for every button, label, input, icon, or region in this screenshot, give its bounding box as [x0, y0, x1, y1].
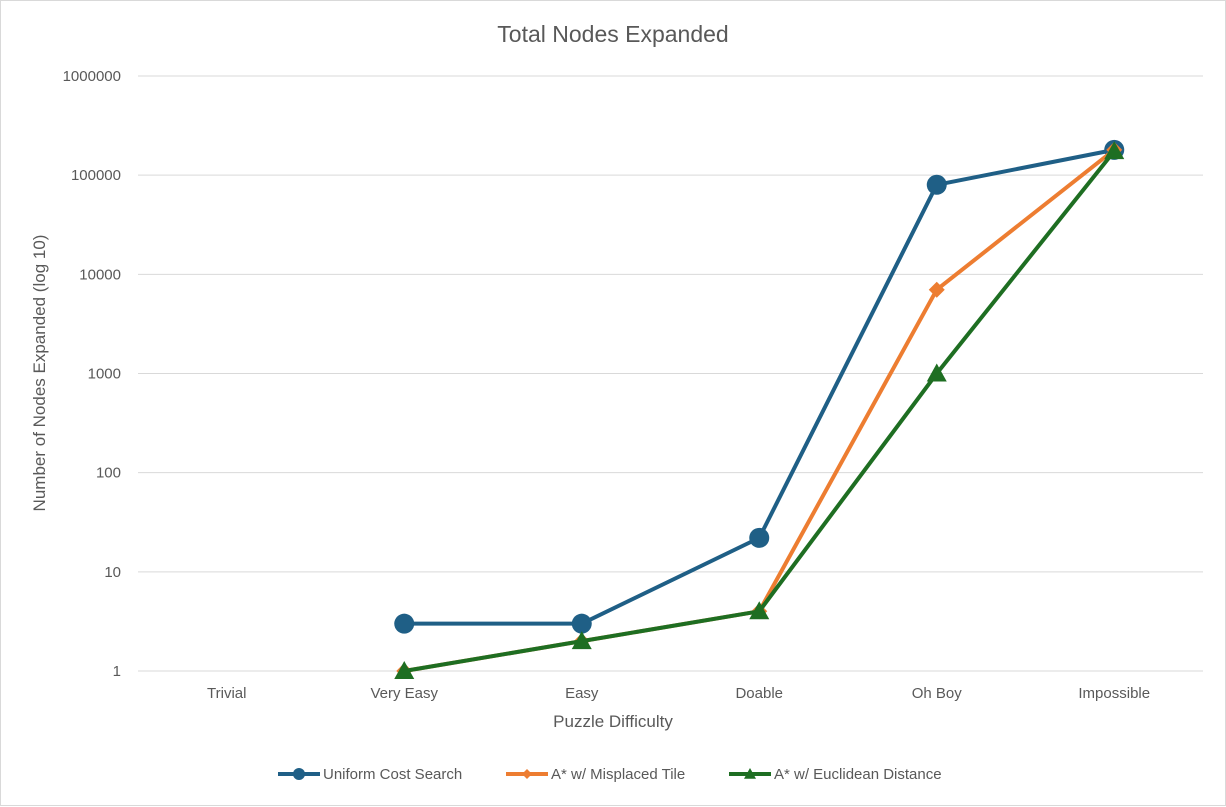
y-tick-label: 10: [104, 564, 121, 581]
legend-marker: [522, 769, 532, 779]
legend-label: A* w/ Euclidean Distance: [774, 766, 942, 783]
series-3: [394, 141, 1125, 679]
x-axis-tick-labels: Trivial Very Easy Easy Doable Oh Boy Impossib…: [207, 685, 1150, 702]
data-point: [749, 527, 770, 548]
legend-label: A* w/ Misplaced Tile: [551, 766, 685, 783]
legend-marker: [744, 768, 756, 779]
y-axis-tick-labels: 1 10 100 1000 10000 100000 1000000: [63, 68, 121, 680]
data-point: [394, 613, 415, 634]
x-tick-label: Very Easy: [370, 685, 438, 702]
legend-item: A* w/ Euclidean Distance: [729, 766, 942, 783]
y-axis-title: Number of Nodes Expanded (log 10): [30, 235, 49, 512]
data-point: [1104, 141, 1125, 160]
y-tick-label: 1: [113, 663, 121, 680]
series-line: [404, 147, 1115, 626]
legend-label: Uniform Cost Search: [323, 766, 462, 783]
series-1: [394, 139, 1125, 634]
data-point: [749, 601, 770, 620]
chart-title: Total Nodes Expanded: [497, 21, 728, 47]
legend-marker: [293, 768, 305, 780]
data-point: [926, 174, 947, 195]
series-line: [403, 148, 1116, 673]
x-tick-label: Impossible: [1078, 685, 1150, 702]
y-tick-label: 100: [96, 465, 121, 482]
x-axis-title: Puzzle Difficulty: [553, 712, 673, 731]
data-point: [571, 631, 592, 650]
legend-item: A* w/ Misplaced Tile: [506, 766, 685, 783]
x-tick-label: Doable: [735, 685, 783, 702]
y-tick-label: 10000: [79, 266, 121, 283]
x-tick-label: Oh Boy: [912, 685, 963, 702]
data-point: [926, 363, 947, 382]
x-tick-label: Easy: [565, 685, 599, 702]
y-tick-label: 1000000: [63, 68, 121, 85]
legend: Uniform Cost Search A* w/ Misplaced Tile A…: [278, 766, 942, 783]
y-tick-label: 100000: [71, 167, 121, 184]
series-2: [396, 141, 1123, 679]
data-point: [928, 281, 945, 298]
y-tick-label: 1000: [88, 366, 121, 383]
series-line: [403, 149, 1116, 673]
data-point: [394, 661, 415, 679]
data-point: [571, 613, 592, 634]
legend-item: Uniform Cost Search: [278, 766, 462, 783]
series-lines: [394, 139, 1125, 679]
gridlines: [138, 75, 1203, 672]
x-tick-label: Trivial: [207, 685, 246, 702]
